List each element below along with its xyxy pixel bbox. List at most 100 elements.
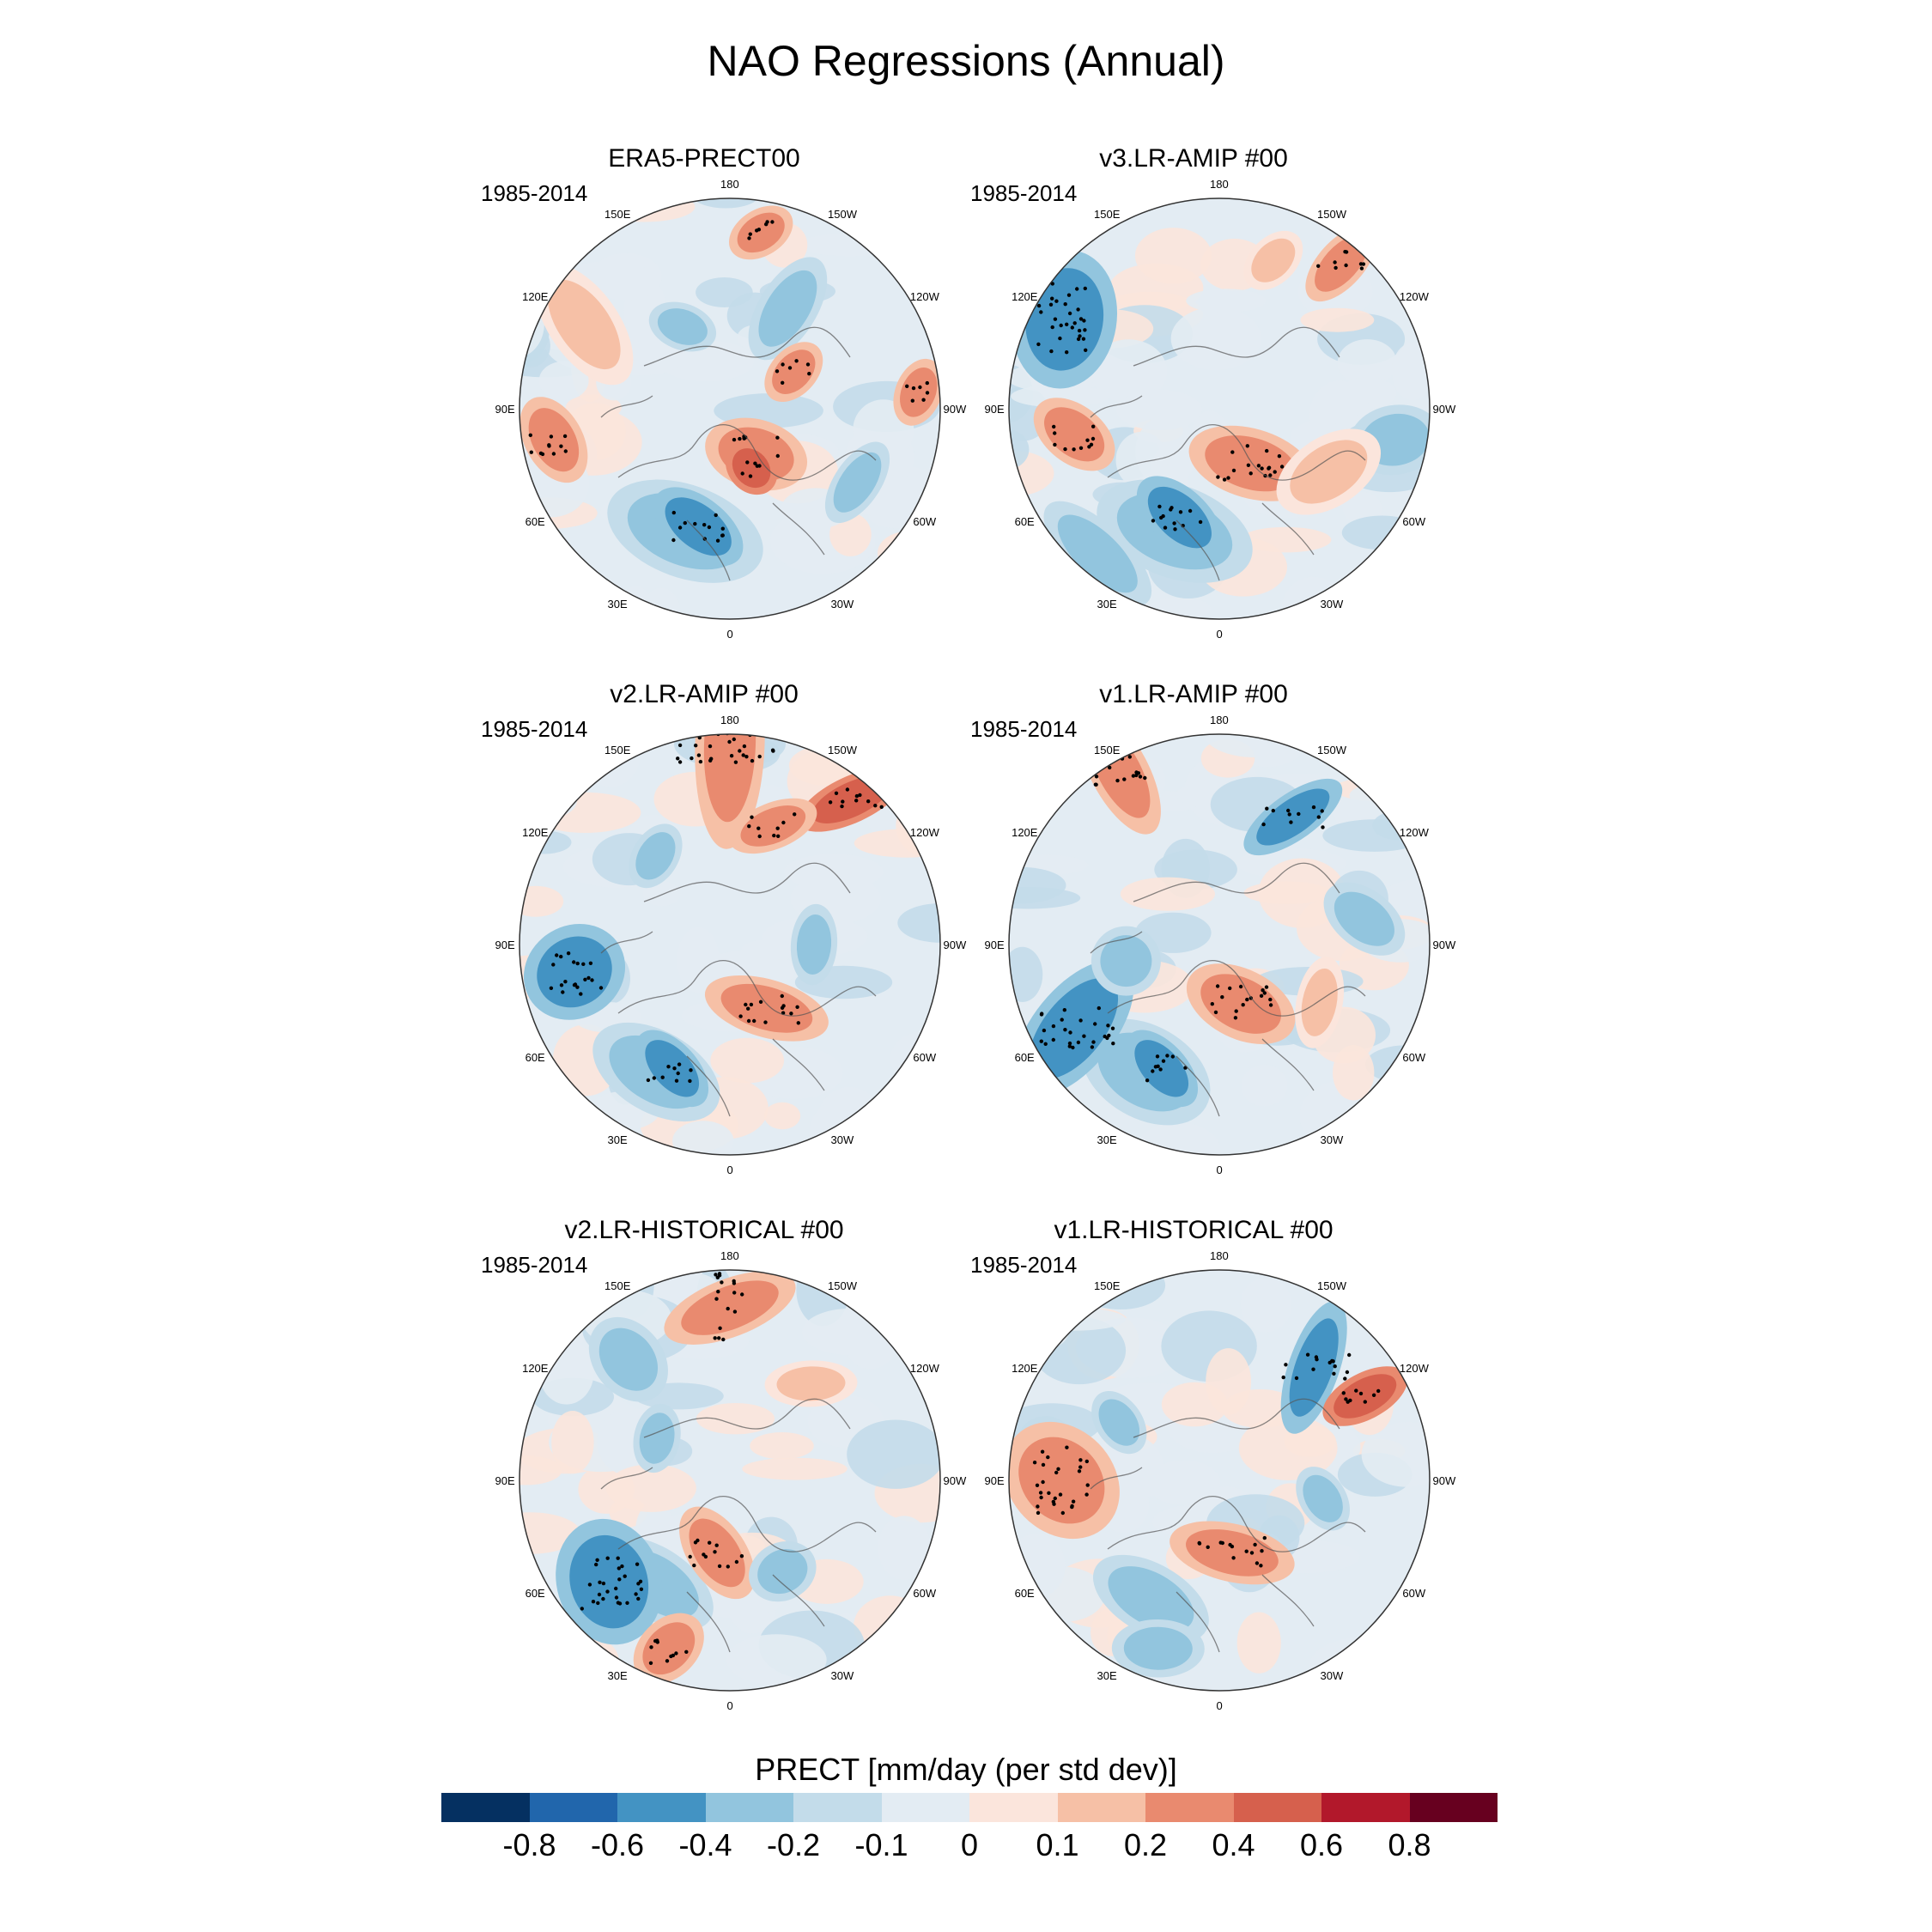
longitude-label: 60E xyxy=(525,1051,545,1064)
longitude-label: 0 xyxy=(1216,1699,1223,1712)
longitude-label: 90W xyxy=(1432,939,1456,951)
longitude-label: 90W xyxy=(1432,403,1456,416)
longitude-label: 90E xyxy=(984,939,1005,951)
period-label: 1985-2014 xyxy=(481,1252,588,1278)
polar-map xyxy=(1005,1266,1434,1695)
longitude-label: 120W xyxy=(909,290,939,303)
colorbar-swatch xyxy=(969,1793,1058,1822)
longitude-label: 0 xyxy=(726,1699,733,1712)
longitude-label: 90W xyxy=(943,939,967,951)
polar-stereographic-map xyxy=(1008,197,1431,620)
colorbar-tick-label: 0.2 xyxy=(1123,1827,1168,1862)
longitude-label: 90W xyxy=(1432,1474,1456,1487)
longitude-label: 120E xyxy=(522,290,549,303)
panel-era5: ERA5-PRECT00 1985-2014 180 150E 120E 90E 60E… xyxy=(395,144,1013,641)
panel-title: v1.LR-AMIP #00 xyxy=(1099,680,1288,708)
longitude-label: 30E xyxy=(607,1133,628,1146)
colorbar-tick-label: 0 xyxy=(960,1827,979,1862)
longitude-label: 30W xyxy=(1320,1668,1344,1682)
longitude-label: 30W xyxy=(830,1668,854,1682)
colorbar-swatch xyxy=(529,1793,617,1822)
longitude-label: 180 xyxy=(720,178,739,191)
longitude-label: 30W xyxy=(830,597,854,611)
longitude-label: 60E xyxy=(1014,515,1035,528)
colorbar-swatch xyxy=(1057,1793,1145,1822)
longitude-label: 90E xyxy=(495,939,515,951)
longitude-label: 120W xyxy=(1399,826,1429,839)
colorbar-swatch xyxy=(617,1793,706,1822)
panel-title: v1.LR-HISTORICAL #00 xyxy=(1054,1216,1334,1244)
longitude-label: 150E xyxy=(605,744,631,757)
panel-v3-amip: v3.LR-AMIP #00 1985-2014 180 150E 120E 90E 6… xyxy=(884,144,1503,641)
longitude-label: 120W xyxy=(909,826,939,839)
longitude-label: 30W xyxy=(830,1133,854,1146)
longitude-label: 60E xyxy=(1014,1587,1035,1600)
colorbar-tick-label: -0.4 xyxy=(678,1827,732,1862)
polar-map xyxy=(515,194,945,623)
polar-map xyxy=(515,1266,945,1695)
longitude-label: 120W xyxy=(909,1362,939,1375)
longitude-label: 150E xyxy=(1094,744,1121,757)
longitude-label: 60W xyxy=(1402,515,1426,528)
figure-title: NAO Regressions (Annual) xyxy=(707,37,1225,85)
period-label: 1985-2014 xyxy=(481,716,588,742)
longitude-label: 30E xyxy=(1097,1133,1117,1146)
longitude-label: 60E xyxy=(1014,1051,1035,1064)
panel-title: v3.LR-AMIP #00 xyxy=(1099,144,1288,173)
colorbar-tick-label: -0.2 xyxy=(766,1827,821,1862)
colorbar-swatch xyxy=(1409,1793,1498,1822)
longitude-label: 60W xyxy=(1402,1051,1426,1064)
polar-stereographic-map xyxy=(1008,1269,1431,1692)
polar-stereographic-map xyxy=(519,197,941,620)
longitude-label: 0 xyxy=(1216,1163,1223,1176)
panel-title: ERA5-PRECT00 xyxy=(608,144,800,173)
colorbar-swatch xyxy=(1321,1793,1410,1822)
colorbar-tick-label: 0.1 xyxy=(1036,1827,1079,1862)
colorbar-tick-label: 0.4 xyxy=(1212,1827,1255,1862)
longitude-label: 120W xyxy=(1399,1362,1429,1375)
longitude-label: 180 xyxy=(1210,714,1229,726)
longitude-label: 120E xyxy=(1012,290,1038,303)
longitude-label: 90E xyxy=(984,1474,1005,1487)
longitude-label: 30E xyxy=(607,597,628,611)
colorbar-tick-label: 0.8 xyxy=(1388,1827,1431,1862)
colorbar-swatch xyxy=(441,1793,530,1822)
longitude-label: 150W xyxy=(828,744,857,757)
longitude-label: 30W xyxy=(1320,597,1344,611)
longitude-label: 120E xyxy=(1012,826,1038,839)
longitude-label: 90E xyxy=(495,1474,515,1487)
colorbar-tick-label: 0.6 xyxy=(1299,1827,1344,1862)
colorbar-swatch xyxy=(1145,1793,1234,1822)
longitude-label: 60W xyxy=(913,515,937,528)
longitude-label: 150W xyxy=(1317,744,1346,757)
panel-v2-historical: v2.LR-HISTORICAL #00 1985-2014 180 150E 12… xyxy=(395,1216,1013,1712)
polar-map xyxy=(515,730,945,1159)
longitude-label: 60E xyxy=(525,515,545,528)
longitude-label: 150W xyxy=(1317,1279,1346,1293)
period-label: 1985-2014 xyxy=(970,1252,1078,1278)
longitude-label: 180 xyxy=(720,714,739,726)
panel-v1-amip: v1.LR-AMIP #00 1985-2014 180 150E 120E 90E 6… xyxy=(884,680,1503,1176)
colorbar-tick-label: -0.6 xyxy=(590,1827,645,1862)
longitude-label: 90E xyxy=(984,403,1005,416)
longitude-label: 150E xyxy=(605,1279,631,1293)
longitude-label: 60E xyxy=(525,1587,545,1600)
polar-stereographic-map xyxy=(519,733,941,1156)
longitude-label: 60W xyxy=(913,1587,937,1600)
longitude-label: 150E xyxy=(605,208,631,222)
longitude-label: 90E xyxy=(495,403,515,416)
colorbar-swatch xyxy=(793,1793,882,1822)
longitude-label: 150E xyxy=(1094,208,1121,222)
longitude-label: 60W xyxy=(913,1051,937,1064)
panel-title: v2.LR-AMIP #00 xyxy=(610,680,799,708)
longitude-label: 60W xyxy=(1402,1587,1426,1600)
colorbar xyxy=(441,1793,1498,1822)
period-label: 1985-2014 xyxy=(481,180,588,206)
polar-map xyxy=(1005,194,1434,623)
period-label: 1985-2014 xyxy=(970,716,1078,742)
longitude-label: 180 xyxy=(1210,1249,1229,1262)
colorbar-tick-label: -0.8 xyxy=(502,1827,556,1862)
longitude-label: 30W xyxy=(1320,1133,1344,1146)
longitude-label: 150W xyxy=(828,1279,857,1293)
longitude-label: 150W xyxy=(1317,208,1346,222)
